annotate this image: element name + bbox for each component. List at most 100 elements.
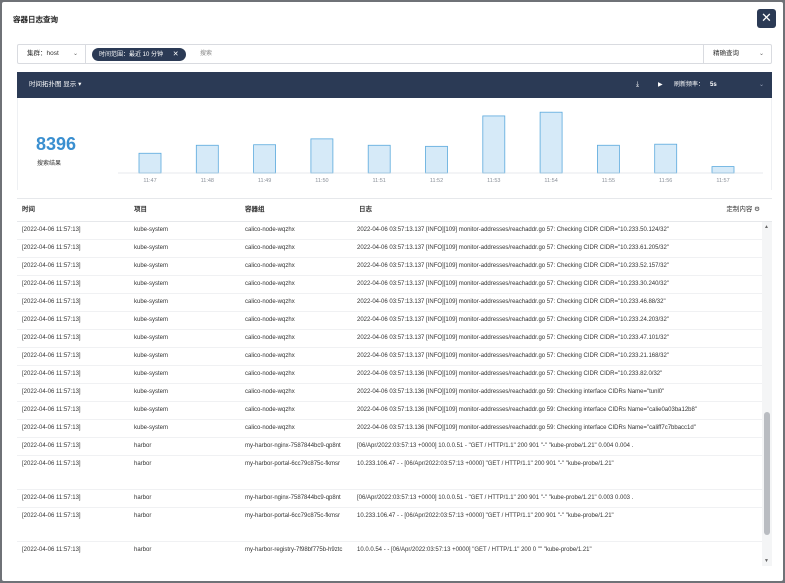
histogram-bar[interactable] bbox=[425, 145, 448, 174]
container-cell: calico-node-wqzhx bbox=[245, 335, 295, 341]
table-row[interactable]: [2022-04-06 11:57:13] kube-system calico-n… bbox=[17, 420, 762, 438]
log-cell: 2022-04-06 03:57:13.136 [INFO][109] moni… bbox=[357, 425, 696, 431]
project-cell: harbor bbox=[134, 443, 152, 449]
table-row[interactable]: [2022-04-06 11:57:13] harbor my-harbor-ngi… bbox=[17, 438, 762, 456]
histogram-bar[interactable] bbox=[138, 152, 162, 174]
log-cell: 2022-04-06 03:57:13.137 [INFO][109] moni… bbox=[357, 245, 669, 251]
refresh-rate-label: 刷新频率： bbox=[674, 82, 705, 88]
header-log: 日志 bbox=[359, 206, 372, 213]
time-cell: [2022-04-06 11:57:13] bbox=[22, 371, 81, 377]
log-table: 时间 项目 容器组 日志 定制内容 ⚙ [2022-04-06 11:57:13… bbox=[17, 198, 772, 578]
time-range-label: 时间范围：最近 10 分钟 bbox=[99, 52, 164, 58]
table-row[interactable]: [2022-04-06 11:57:13] kube-system calico-n… bbox=[17, 240, 762, 258]
cluster-select[interactable]: 集群：host ⌄ bbox=[18, 45, 86, 63]
container-cell: calico-node-wqzhx bbox=[245, 299, 295, 305]
histogram-chart: 11:47 11:48 11:49 11:50 11:51 11:52 11:53 11:54… bbox=[118, 111, 763, 184]
table-row[interactable]: [2022-04-06 11:57:13] kube-system calico-n… bbox=[17, 348, 762, 366]
table-row[interactable]: [2022-04-06 11:57:13] kube-system calico-n… bbox=[17, 402, 762, 420]
project-cell: harbor bbox=[134, 547, 152, 553]
table-row[interactable]: [2022-04-06 11:57:13] kube-system calico-n… bbox=[17, 258, 762, 276]
log-cell: [06/Apr/2022:03:57:13 +0000] 10.0.0.51 -… bbox=[357, 443, 634, 449]
close-icon[interactable]: ✕ bbox=[757, 9, 776, 28]
histogram-bar[interactable] bbox=[654, 143, 678, 174]
time-range-chip[interactable]: 时间范围：最近 10 分钟 ✕ bbox=[92, 48, 186, 61]
table-row[interactable]: [2022-04-06 11:57:13] kube-system calico-n… bbox=[17, 384, 762, 402]
scroll-thumb[interactable] bbox=[764, 412, 770, 535]
time-cell: [2022-04-06 11:57:13] bbox=[22, 353, 81, 359]
result-count-label: 搜索结果 bbox=[37, 161, 62, 167]
log-cell: 2022-04-06 03:57:13.136 [INFO][109] moni… bbox=[357, 407, 697, 413]
table-row[interactable]: [2022-04-06 11:57:13] kube-system calico-n… bbox=[17, 312, 762, 330]
container-cell: my-harbor-nginx-7587844bc9-qp8nt bbox=[245, 443, 341, 449]
log-cell: [06/Apr/2022:03:57:13 +0000] 10.0.0.51 -… bbox=[357, 495, 634, 501]
container-cell: calico-node-wqzhx bbox=[245, 317, 295, 323]
table-row[interactable]: [2022-04-06 11:57:13] kube-system calico-n… bbox=[17, 294, 762, 312]
histogram-bar[interactable] bbox=[253, 144, 277, 174]
log-cell: 10.233.106.47 - - [06/Apr/2022:03:57:13 … bbox=[357, 461, 614, 467]
time-cell: [2022-04-06 11:57:13] bbox=[22, 389, 81, 395]
container-cell: calico-node-wqzhx bbox=[245, 245, 295, 251]
container-cell: calico-node-wqzhx bbox=[245, 227, 295, 233]
histogram-bar[interactable] bbox=[367, 144, 391, 174]
table-body: [2022-04-06 11:57:13] kube-system calico-n… bbox=[17, 222, 762, 566]
histogram-panel: 8396 搜索结果 11:47 11:48 11:49 11:50 11:51 11:52… bbox=[17, 98, 772, 190]
table-row[interactable]: [2022-04-06 11:57:13] harbor my-harbor-ngi… bbox=[17, 490, 762, 508]
histogram-bar[interactable] bbox=[195, 144, 219, 174]
result-count: 8396 bbox=[36, 134, 77, 154]
project-cell: kube-system bbox=[134, 227, 169, 233]
histogram-bar[interactable] bbox=[539, 111, 563, 174]
log-cell: 2022-04-06 03:57:13.137 [INFO][109] moni… bbox=[357, 227, 669, 233]
project-cell: kube-system bbox=[134, 281, 169, 287]
precise-query-select[interactable]: 精确查询 ⌄ bbox=[703, 45, 771, 63]
time-cell: [2022-04-06 11:57:13] bbox=[22, 317, 81, 323]
refresh-rate-value: 5s bbox=[710, 82, 717, 88]
project-cell: kube-system bbox=[134, 371, 169, 377]
log-cell: 2022-04-06 03:57:13.136 [INFO][109] moni… bbox=[357, 371, 663, 377]
search-input[interactable] bbox=[200, 47, 680, 61]
time-cell: [2022-04-06 11:57:13] bbox=[22, 281, 81, 287]
container-cell: my-harbor-portal-6cc79c875c-fkmsr bbox=[245, 461, 341, 467]
histogram-bar[interactable] bbox=[310, 138, 334, 174]
project-cell: kube-system bbox=[134, 353, 169, 359]
project-cell: kube-system bbox=[134, 389, 169, 395]
download-icon[interactable]: ⤓ bbox=[636, 81, 640, 88]
table-row[interactable]: [2022-04-06 11:57:13] harbor my-harbor-por… bbox=[17, 508, 762, 542]
chevron-down-icon[interactable]: ⌄ bbox=[759, 82, 765, 88]
time-cell: [2022-04-06 11:57:13] bbox=[22, 495, 81, 501]
refresh-rate[interactable]: 刷新频率： 5s bbox=[674, 72, 717, 98]
table-row[interactable]: [2022-04-06 11:57:13] kube-system calico-n… bbox=[17, 366, 762, 384]
histogram-toggle[interactable]: 时间拓扑图 显示 ▾ bbox=[29, 81, 82, 88]
histogram-tick-label: 11:54 bbox=[544, 178, 557, 184]
project-cell: kube-system bbox=[134, 245, 169, 251]
time-cell: [2022-04-06 11:57:13] bbox=[22, 425, 81, 431]
custom-content-button[interactable]: 定制内容 ⚙ bbox=[726, 206, 760, 213]
cluster-select-label: 集群：host bbox=[27, 50, 59, 57]
container-cell: calico-node-wqzhx bbox=[245, 353, 295, 359]
scroll-up-icon[interactable]: ▲ bbox=[764, 224, 769, 230]
container-cell: my-harbor-nginx-7587844bc9-qp8nt bbox=[245, 495, 341, 501]
log-cell: 2022-04-06 03:57:13.137 [INFO][109] moni… bbox=[357, 317, 669, 323]
log-cell: 10.0.0.54 - - [06/Apr/2022:03:57:13 +000… bbox=[357, 547, 592, 553]
histogram-tick-label: 11:57 bbox=[716, 178, 729, 184]
header-time: 时间 bbox=[22, 206, 35, 213]
chip-close-icon[interactable]: ✕ bbox=[172, 51, 179, 58]
chevron-down-icon: ⌄ bbox=[758, 51, 764, 57]
table-row[interactable]: [2022-04-06 11:57:13] kube-system calico-n… bbox=[17, 222, 762, 240]
time-cell: [2022-04-06 11:57:13] bbox=[22, 461, 81, 467]
table-row[interactable]: [2022-04-06 11:57:13] kube-system calico-n… bbox=[17, 276, 762, 294]
play-icon[interactable]: ▶ bbox=[658, 82, 663, 88]
histogram-tick-label: 11:50 bbox=[315, 178, 328, 184]
histogram-bar[interactable] bbox=[482, 115, 506, 174]
table-row[interactable]: [2022-04-06 11:57:13] harbor my-harbor-reg… bbox=[17, 542, 762, 566]
histogram-bar[interactable] bbox=[711, 166, 735, 174]
scrollbar[interactable]: ▲ ▼ bbox=[762, 222, 772, 566]
project-cell: kube-system bbox=[134, 263, 169, 269]
header-project: 项目 bbox=[134, 206, 147, 213]
table-row[interactable]: [2022-04-06 11:57:13] kube-system calico-n… bbox=[17, 330, 762, 348]
scroll-down-icon[interactable]: ▼ bbox=[764, 558, 769, 564]
table-row[interactable]: [2022-04-06 11:57:13] harbor my-harbor-por… bbox=[17, 456, 762, 490]
container-cell: calico-node-wqzhx bbox=[245, 389, 295, 395]
histogram-tick-label: 11:56 bbox=[659, 178, 672, 184]
histogram-bar[interactable] bbox=[597, 144, 620, 174]
